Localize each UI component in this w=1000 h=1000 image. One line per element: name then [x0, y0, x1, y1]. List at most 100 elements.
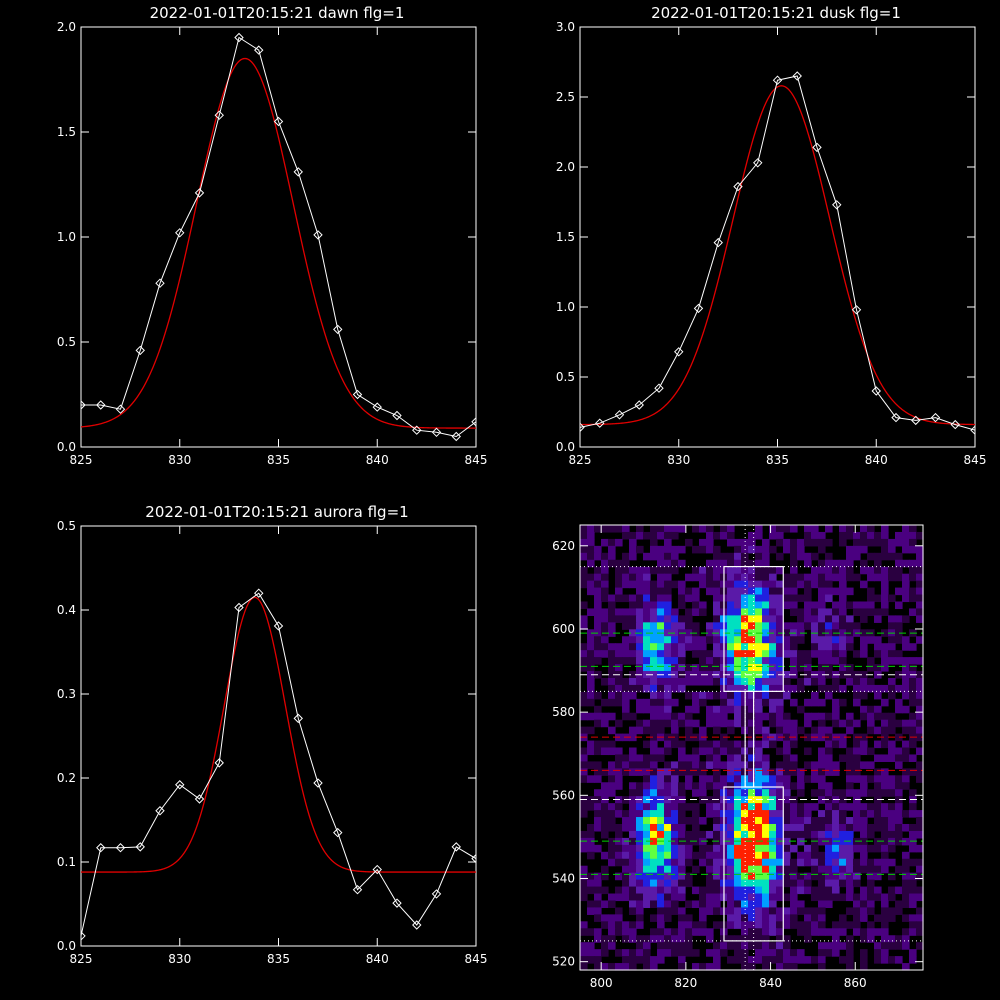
- heatmap-cell: [762, 768, 770, 776]
- heatmap-cell: [874, 844, 882, 853]
- heatmap-cell: [776, 643, 784, 651]
- heatmap-cell: [685, 775, 693, 783]
- heatmap-cell: [692, 789, 700, 797]
- heatmap-cell: [615, 823, 623, 832]
- heatmap-cell: [797, 872, 805, 881]
- heatmap-cell: [664, 942, 672, 950]
- heatmap-cell: [853, 817, 861, 825]
- heatmap-cell: [587, 643, 595, 651]
- heatmap-cell: [734, 886, 742, 895]
- heatmap-cell: [790, 657, 798, 665]
- heatmap-cell: [657, 907, 665, 915]
- heatmap-cell: [629, 636, 637, 644]
- aurora-data-point: [135, 842, 145, 852]
- heatmap-cell: [839, 851, 847, 860]
- heatmap-xtick-label: 840: [759, 976, 782, 990]
- heatmap-cell: [846, 956, 854, 964]
- heatmap-cell: [846, 525, 854, 533]
- heatmap-cell: [762, 733, 770, 742]
- heatmap-cell: [608, 789, 616, 797]
- heatmap-cell: [804, 650, 812, 658]
- heatmap-cell: [615, 754, 623, 762]
- heatmap-cell: [685, 643, 693, 651]
- aurora-data-point: [471, 853, 476, 864]
- heatmap-cell: [811, 608, 819, 616]
- heatmap-cell: [741, 830, 749, 839]
- heatmap-cell: [587, 928, 595, 936]
- heatmap-cell: [615, 963, 623, 971]
- heatmap-cell: [580, 837, 588, 846]
- dawn-data-point: [194, 188, 205, 198]
- heatmap-cell: [692, 622, 700, 630]
- heatmap-cell: [790, 761, 798, 769]
- heatmap-cell: [818, 712, 826, 721]
- heatmap-cell: [902, 594, 910, 603]
- heatmap-cell: [629, 865, 637, 874]
- heatmap-cell: [594, 740, 602, 749]
- dusk-data-point: [693, 303, 704, 314]
- heatmap-cell: [881, 643, 889, 651]
- heatmap-cell: [692, 643, 700, 651]
- heatmap-cell: [748, 928, 756, 936]
- heatmap-cell: [874, 531, 882, 540]
- heatmap-cell: [762, 601, 770, 610]
- heatmap-cell: [804, 956, 812, 964]
- heatmap-cell: [650, 768, 658, 776]
- aurora-data-point: [313, 778, 323, 788]
- heatmap-cell: [825, 810, 833, 818]
- heatmap-cell: [629, 886, 637, 895]
- heatmap-cell: [825, 552, 833, 561]
- heatmap-cell: [587, 559, 595, 568]
- heatmap-cell: [811, 837, 819, 846]
- heatmap-cell: [825, 691, 833, 700]
- heatmap-cell: [580, 691, 588, 700]
- heatmap-cell: [881, 858, 889, 867]
- heatmap-cell: [727, 858, 735, 867]
- heatmap-cell: [664, 775, 672, 783]
- heatmap-cell: [622, 810, 630, 818]
- heatmap-cell: [636, 698, 644, 707]
- aurora-xtick-label: 825: [70, 952, 93, 966]
- heatmap-cell: [734, 538, 742, 547]
- heatmap-cell: [825, 761, 833, 769]
- heatmap-cell: [629, 928, 637, 936]
- heatmap-cell: [734, 872, 742, 881]
- aurora-xtick-label: 835: [267, 952, 290, 966]
- dusk-panel-title: 2022-01-01T20:15:21 dusk flg=1: [651, 4, 901, 22]
- heatmap-cell: [727, 768, 735, 776]
- heatmap-cell: [608, 963, 616, 971]
- heatmap-cell: [706, 664, 714, 672]
- heatmap-cell: [832, 789, 840, 797]
- dusk-profile-panel: 2022-01-01T20:15:21 dusk flg=1 825 830 835…: [556, 4, 987, 467]
- heatmap-cell: [783, 963, 791, 971]
- heatmap-cell: [650, 691, 658, 700]
- heatmap-frame: [579, 524, 924, 971]
- heatmap-selection-box: [744, 690, 755, 788]
- heatmap-cell: [615, 893, 623, 902]
- heatmap-cell: [615, 844, 623, 853]
- heatmap-cell: [622, 893, 630, 902]
- heatmap-cell: [790, 587, 798, 596]
- heatmap-cell: [608, 823, 616, 832]
- heatmap-cell: [657, 823, 665, 832]
- heatmap-cell: [629, 935, 637, 943]
- heatmap-cell: [825, 622, 833, 630]
- heatmap-cell: [797, 928, 805, 936]
- dusk-data-point: [634, 400, 644, 410]
- heatmap-cell: [629, 552, 637, 561]
- heatmap-cell: [902, 615, 910, 623]
- heatmap-cell: [734, 803, 742, 811]
- heatmap-cell: [874, 872, 882, 881]
- heatmap-cell: [622, 580, 630, 589]
- heatmap-cell: [790, 643, 798, 651]
- heatmap-cell: [601, 677, 609, 686]
- heatmap-cell: [762, 740, 770, 749]
- heatmap-cell: [783, 650, 791, 658]
- heatmap-cell: [615, 594, 623, 603]
- heatmap-cell: [818, 650, 826, 658]
- heatmap-cell: [846, 615, 854, 623]
- heatmap-cell: [678, 865, 686, 874]
- dawn-data-point: [333, 324, 343, 335]
- heatmap-cell: [776, 566, 784, 575]
- heatmap-cell: [846, 963, 854, 971]
